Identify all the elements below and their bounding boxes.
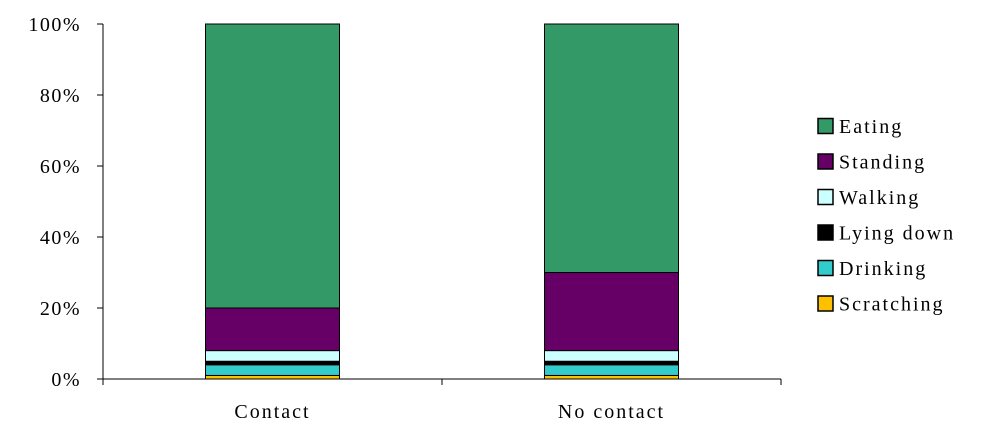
y-tick-label: 60% [40, 156, 81, 178]
bar-segment-contact-eating [206, 24, 340, 308]
legend-swatch-walking [818, 190, 833, 205]
bar-segment-contact-scratching [206, 375, 340, 379]
legend-swatch-drinking [818, 261, 833, 276]
bar-segment-contact-walking [206, 351, 340, 362]
legend-swatch-standing [818, 154, 833, 169]
legend: Eating Standing Walking Lying down Drinking S… [818, 116, 955, 316]
legend-swatch-eating [818, 119, 833, 134]
y-tick-label: 100% [28, 14, 81, 36]
legend-label-drinking: Drinking [839, 258, 927, 280]
legend-label-eating: Eating [839, 116, 903, 138]
x-category-label: Contact [234, 401, 310, 423]
legend-label-walking: Walking [839, 187, 920, 209]
y-tick-label: 80% [40, 85, 81, 107]
y-tick-label: 20% [40, 298, 81, 320]
bars [206, 24, 679, 379]
y-tick-label: 40% [40, 227, 81, 249]
bar-segment-no-contact-drinking [545, 365, 679, 376]
legend-swatch-scratching [818, 296, 833, 311]
y-tick-label: 0% [51, 369, 81, 391]
bar-segment-no-contact-scratching [545, 375, 679, 379]
x-category-label: No contact [558, 401, 665, 423]
bar-segment-no-contact-standing [545, 273, 679, 351]
bar-segment-no-contact-walking [545, 351, 679, 362]
bar-segment-contact-lying-down [206, 361, 340, 365]
bar-segment-no-contact-lying-down [545, 361, 679, 365]
bar-segment-contact-standing [206, 308, 340, 351]
legend-label-standing: Standing [839, 152, 926, 174]
legend-swatch-lying-down [818, 225, 833, 240]
bar-segment-no-contact-eating [545, 24, 679, 273]
legend-label-lying-down: Lying down [839, 223, 955, 245]
legend-label-scratching: Scratching [839, 294, 945, 316]
bar-segment-contact-drinking [206, 365, 340, 376]
